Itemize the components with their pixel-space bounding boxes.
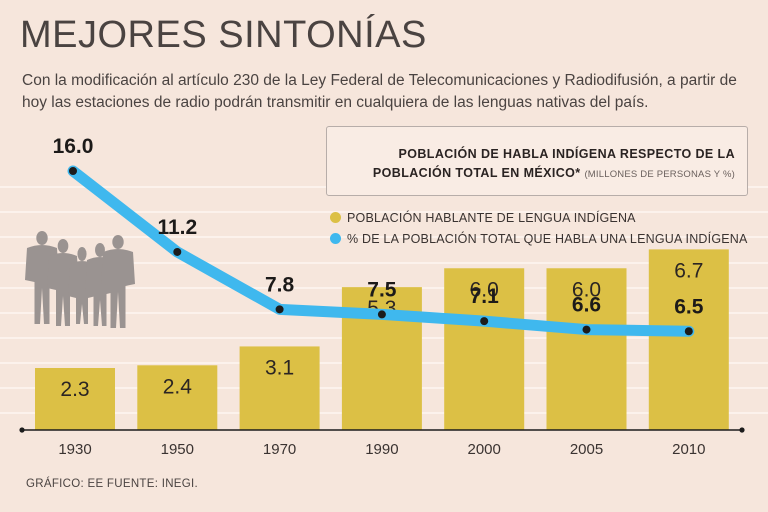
legend-item-bars: POBLACIÓN HABLANTE DE LENGUA INDÍGENA bbox=[330, 211, 636, 225]
footer-credit: GRÁFICO: EE FUENTE: INEGI. bbox=[26, 478, 199, 490]
line-value-label: 6.6 bbox=[572, 294, 601, 317]
x-tick-label: 2005 bbox=[570, 441, 603, 458]
line-point bbox=[275, 305, 284, 314]
line-point bbox=[69, 167, 77, 175]
line-value-label: 7.1 bbox=[470, 285, 500, 308]
legend-title: POBLACIÓN DE HABLA INDÍGENA RESPECTO DE … bbox=[327, 145, 735, 184]
bar bbox=[35, 368, 115, 430]
people-silhouette-icon bbox=[25, 231, 135, 328]
page-subtitle: Con la modificación al artículo 230 de l… bbox=[22, 72, 737, 111]
legend-line-swatch bbox=[330, 233, 341, 244]
bar-value-label: 3.1 bbox=[265, 356, 294, 379]
line-point bbox=[582, 325, 591, 334]
line-point bbox=[480, 317, 489, 326]
legend-bar-label: POBLACIÓN HABLANTE DE LENGUA INDÍGENA bbox=[347, 211, 636, 225]
bar-series: 2.3 2.43.15.36.0 6.06.7 bbox=[35, 249, 729, 430]
bar-value-label: 6.7 bbox=[674, 259, 703, 282]
x-tick-label: 2000 bbox=[468, 441, 501, 458]
line-point bbox=[377, 310, 386, 319]
legend-line-label: % DE LA POBLACIÓN TOTAL QUE HABLA UNA LE… bbox=[347, 232, 748, 246]
line-point bbox=[173, 247, 182, 256]
bar-value-label: 6.0 bbox=[572, 278, 601, 301]
legend-item-line: % DE LA POBLACIÓN TOTAL QUE HABLA UNA LE… bbox=[330, 232, 748, 246]
person-figure-icon bbox=[101, 235, 135, 328]
page-title: MEJORES SINTONÍAS bbox=[20, 14, 427, 56]
line-point bbox=[684, 327, 693, 336]
x-tick-label: 1990 bbox=[365, 441, 398, 458]
line-value-label: 7.8 bbox=[265, 273, 295, 296]
x-tick-label: 2010 bbox=[672, 441, 705, 458]
bar-value-label: 2.4 bbox=[163, 375, 193, 398]
bar-value-label: 2.3 bbox=[60, 378, 89, 401]
bar bbox=[137, 365, 218, 430]
bar bbox=[444, 268, 525, 430]
legend-note: (MILLONES DE PERSONAS Y %) bbox=[584, 169, 735, 180]
line-value-label: 11.2 bbox=[157, 216, 197, 239]
line-value-label: 16.0 bbox=[53, 135, 94, 158]
legend-bar-swatch bbox=[330, 212, 341, 223]
legend-box: POBLACIÓN DE HABLA INDÍGENA RESPECTO DE … bbox=[326, 126, 748, 196]
x-tick-label: 1930 bbox=[58, 441, 91, 458]
x-tick-label: 1950 bbox=[161, 441, 194, 458]
bar-value-label: 6.0 bbox=[470, 278, 499, 301]
legend-title-line2: POBLACIÓN TOTAL EN MÉXICO* bbox=[372, 166, 581, 180]
line-value-label: 6.5 bbox=[674, 295, 704, 318]
bar bbox=[648, 249, 729, 430]
legend-title-line1: POBLACIÓN DE HABLA INDÍGENA RESPECTO DE … bbox=[398, 147, 735, 161]
bar bbox=[546, 268, 627, 430]
x-axis-end-left bbox=[19, 427, 25, 433]
bar bbox=[239, 346, 320, 430]
x-axis-end-right bbox=[739, 427, 745, 433]
line-value-label: 7.5 bbox=[367, 278, 397, 301]
x-tick-label: 1970 bbox=[263, 441, 296, 458]
